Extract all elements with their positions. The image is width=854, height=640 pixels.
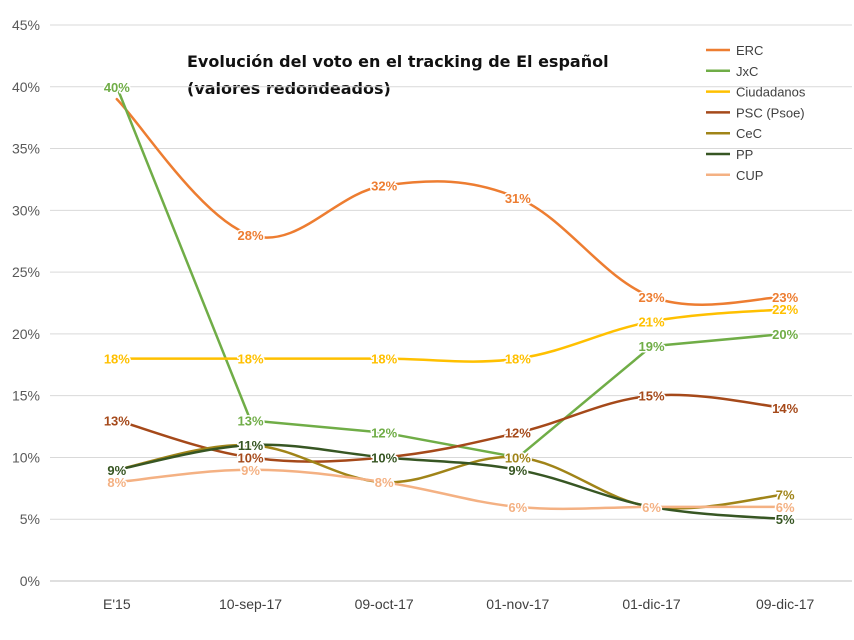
- y-tick-label: 25%: [12, 264, 40, 280]
- series-line-cec: [115, 443, 787, 510]
- y-tick-label: 30%: [12, 202, 40, 218]
- x-tick-label: 09-dic-17: [756, 596, 815, 612]
- legend-label: CUP: [736, 168, 763, 183]
- chart-title-block: Evolución del voto en el tracking de El …: [187, 48, 657, 102]
- series-line-jxc: [115, 85, 787, 459]
- y-tick-label: 10%: [12, 449, 40, 465]
- data-label-cec: 10%: [237, 438, 263, 453]
- legend-label: JxC: [736, 64, 758, 79]
- y-tick-label: 35%: [12, 141, 40, 157]
- legend-label: Ciudadanos: [736, 85, 806, 100]
- legend: ERC JxC Ciudadanos PSC (Psoe) CeC PP CUP: [706, 43, 806, 183]
- series-line-cup: [115, 468, 787, 511]
- y-tick-label: 15%: [12, 388, 40, 404]
- series-line-erc: [115, 97, 787, 306]
- data-label-psc-psoe: 10%: [371, 450, 397, 465]
- data-label-cup: 6%: [508, 500, 527, 515]
- series-lines: [115, 85, 787, 521]
- data-label-pp: 11%: [238, 438, 264, 453]
- data-label-psc-psoe: 12%: [505, 426, 531, 441]
- data-label-jxc: 20%: [772, 327, 798, 342]
- data-label-erc: 23%: [638, 290, 664, 305]
- y-tick-label: 0%: [20, 573, 40, 589]
- y-tick-label: 5%: [20, 511, 40, 527]
- data-label-psc-psoe: 13%: [104, 413, 130, 428]
- data-label-ciudadanos: 21%: [638, 315, 664, 330]
- data-label-psc-psoe: 14%: [772, 401, 798, 416]
- data-label-jxc: 19%: [638, 339, 664, 354]
- x-tick-label: 01-nov-17: [486, 596, 549, 612]
- data-label-cup: 6%: [776, 500, 795, 515]
- legend-label: ERC: [736, 43, 763, 58]
- chart-title: Evolución del voto en el tracking de El …: [187, 52, 609, 71]
- data-label-ciudadanos: 18%: [505, 352, 531, 367]
- data-label-psc-psoe: 10%: [237, 450, 263, 465]
- chart-subtitle: (valores redondeados): [187, 79, 391, 98]
- data-label-jxc: 12%: [371, 426, 397, 441]
- data-label-pp: 5%: [776, 512, 795, 527]
- data-label-erc: 28%: [237, 228, 263, 243]
- data-label-psc-psoe: 15%: [638, 389, 664, 404]
- data-label-cec: 8%: [375, 475, 394, 490]
- data-label-cec: 7%: [776, 488, 795, 503]
- data-label-pp: 6%: [642, 500, 661, 515]
- x-tick-label: E'15: [103, 596, 131, 612]
- data-label-pp: 10%: [371, 450, 397, 465]
- data-label-cec: 6%: [642, 500, 661, 515]
- data-label-cec: 10%: [505, 450, 531, 465]
- y-tick-label: 40%: [12, 79, 40, 95]
- legend-label: PSC (Psoe): [736, 105, 805, 120]
- y-tick-label: 45%: [12, 17, 40, 33]
- series-line-psc-psoe: [115, 393, 787, 463]
- data-label-ciudadanos: 18%: [104, 352, 130, 367]
- data-label-erc: 32%: [371, 179, 397, 194]
- data-label-cec: 9%: [107, 463, 126, 478]
- data-label-ciudadanos: 18%: [371, 352, 397, 367]
- data-label-cup: 9%: [241, 463, 260, 478]
- data-label-pp: 9%: [508, 463, 527, 478]
- legend-label: PP: [736, 147, 753, 162]
- data-label-cup: 6%: [642, 500, 661, 515]
- x-tick-label: 10-sep-17: [219, 596, 282, 612]
- data-label-ciudadanos: 18%: [237, 352, 263, 367]
- data-label-jxc: 13%: [237, 413, 263, 428]
- grid-group: 0% 5% 10% 15% 20% 25% 30% 35% 40% 45%: [12, 17, 852, 589]
- series-line-ciudadanos: [115, 307, 787, 363]
- x-tick-label: 01-dic-17: [622, 596, 681, 612]
- data-label-ciudadanos: 22%: [772, 302, 798, 317]
- data-label-jxc: 40%: [104, 80, 130, 95]
- series-line-pp: [115, 443, 787, 521]
- data-label-erc: 23%: [772, 290, 798, 305]
- data-label-erc: 31%: [505, 191, 531, 206]
- x-tick-label: 09-oct-17: [355, 596, 414, 612]
- y-tick-label: 20%: [12, 326, 40, 342]
- data-label-cup: 8%: [375, 475, 394, 490]
- legend-label: CeC: [736, 126, 762, 141]
- data-labels: 28% 32% 31% 23% 23% 40% 13% 12% 19% 20% 18% 18% 18% 1…: [102, 78, 800, 528]
- data-label-cup: 8%: [107, 475, 126, 490]
- data-label-pp: 9%: [107, 463, 126, 478]
